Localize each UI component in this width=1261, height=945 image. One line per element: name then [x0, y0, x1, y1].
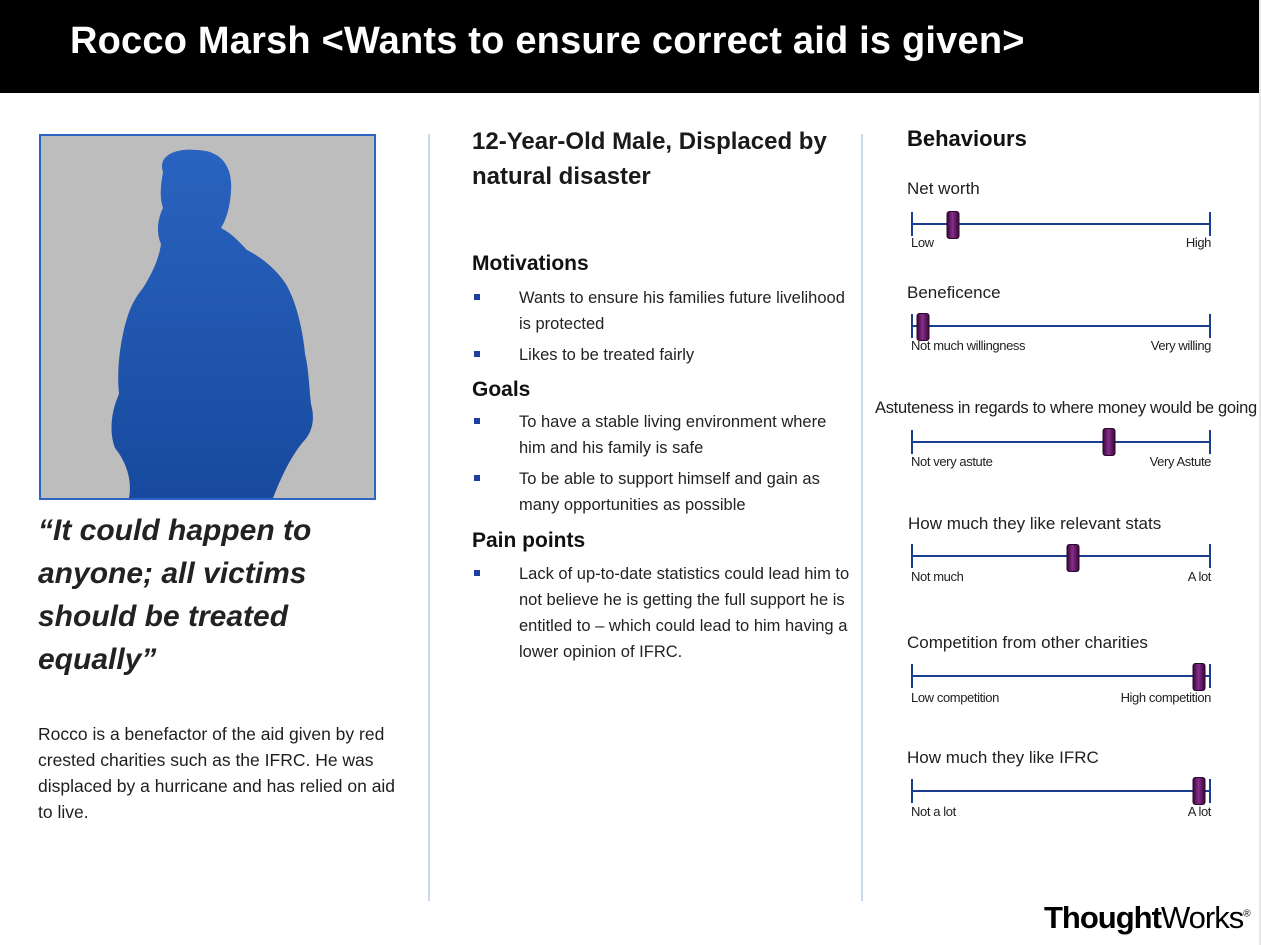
scale-track — [911, 441, 1211, 443]
column-divider-right — [861, 134, 863, 901]
persona-bio: Rocco is a benefactor of the aid given b… — [38, 724, 396, 822]
scale-track — [911, 675, 1211, 677]
scale-track — [911, 790, 1211, 792]
scale-tick-low — [911, 212, 913, 236]
scale-label: How much they like relevant stats — [908, 514, 1162, 533]
scale-label: Astuteness in regards to where money wou… — [875, 399, 1257, 417]
goal-text: To have a stable living environment wher… — [519, 413, 827, 457]
scale-label: Competition from other charities — [907, 633, 1148, 652]
scale-tick-high — [1209, 430, 1211, 454]
persona-quote: “It could happen to anyone; all victims … — [38, 514, 312, 676]
motivation-text: Wants to ensure his families future live… — [519, 289, 845, 333]
goal-text: To be able to support himself and gain a… — [519, 470, 820, 514]
scale-low-label: Not a lot — [911, 804, 956, 819]
goals-heading: Goals — [472, 378, 531, 401]
scale-track — [911, 223, 1211, 225]
bullet-square-icon — [474, 351, 480, 357]
scale-tick-high — [1209, 664, 1211, 688]
bullet-square-icon — [474, 475, 480, 481]
motivations-heading: Motivations — [472, 252, 589, 275]
scale-low-label: Not much willingness — [911, 338, 1026, 353]
scale-high-label: High competition — [1120, 690, 1212, 705]
scale-tick-high — [1209, 779, 1211, 803]
pain-points-heading: Pain points — [472, 529, 586, 552]
bullet-square-icon — [474, 294, 480, 300]
behaviour-scale-like-ifrc: How much they like IFRC Not a lot A lot — [907, 748, 1211, 819]
goals-list: To have a stable living environment wher… — [472, 409, 857, 523]
scale-tick-low — [911, 664, 913, 688]
scale-tick-low — [911, 779, 913, 803]
scale-high-label: A lot — [1187, 804, 1212, 819]
scale-marker — [1102, 428, 1116, 456]
scale-tick-low — [911, 544, 913, 568]
scale-high-label: Very Astute — [1149, 454, 1212, 469]
behaviour-scale-beneficence: Beneficence Not much willingness Very wi… — [907, 283, 1211, 353]
scale-high-label: High — [1185, 235, 1212, 250]
scale-track — [911, 325, 1211, 327]
behaviours-heading: Behaviours — [907, 126, 1027, 151]
scale-high-label: A lot — [1187, 569, 1212, 584]
thoughtworks-logo: ThoughtWorks® — [1044, 900, 1251, 935]
bullet-square-icon — [474, 570, 480, 576]
scale-tick-high — [1209, 314, 1211, 338]
list-item: Likes to be treated fairly — [472, 342, 857, 368]
scale-tick-high — [1209, 544, 1211, 568]
list-item: To be able to support himself and gain a… — [472, 466, 857, 518]
scale-marker — [1192, 663, 1206, 691]
scale-tick-low — [911, 430, 913, 454]
scale-low-label: Not much — [911, 569, 964, 584]
scale-marker — [916, 313, 930, 341]
list-item: Wants to ensure his families future live… — [472, 285, 857, 337]
behaviour-scale-astuteness: Astuteness in regards to where money wou… — [875, 399, 1257, 469]
behaviour-scale-net-worth: Net worth Low High — [907, 179, 1211, 250]
person-silhouette-icon — [111, 149, 313, 498]
column-divider-left — [428, 134, 430, 901]
scale-low-label: Low — [911, 235, 934, 250]
scale-label: Beneficence — [907, 283, 1001, 302]
bullet-square-icon — [474, 418, 480, 424]
scale-marker — [1066, 544, 1080, 572]
scale-marker — [1192, 777, 1206, 805]
behaviour-scale-relevant-stats: How much they like relevant stats Not mu… — [908, 514, 1211, 584]
pain-points-list: Lack of up-to-date statistics could lead… — [472, 561, 857, 670]
scale-high-label: Very willing — [1150, 338, 1212, 353]
persona-title: Rocco Marsh <Wants to ensure correct aid… — [70, 20, 1025, 62]
list-item: To have a stable living environment wher… — [472, 409, 857, 461]
scale-label: How much they like IFRC — [907, 748, 1099, 767]
scale-marker — [946, 211, 960, 239]
persona-photo — [39, 134, 376, 500]
motivation-text: Likes to be treated fairly — [519, 346, 695, 364]
scale-track — [911, 555, 1211, 557]
scale-low-label: Not very astute — [911, 454, 993, 469]
persona-subtitle: 12-Year-Old Male, Displaced by natural d… — [472, 128, 827, 190]
scale-tick-low — [911, 314, 913, 338]
scale-label: Net worth — [907, 179, 980, 198]
scale-low-label: Low competition — [911, 690, 999, 705]
pain-point-text: Lack of up-to-date statistics could lead… — [519, 565, 850, 661]
list-item: Lack of up-to-date statistics could lead… — [472, 561, 857, 665]
page-edge-divider — [1259, 0, 1261, 945]
behaviour-scale-competition: Competition from other charities Low com… — [907, 633, 1211, 705]
header-bar: Rocco Marsh <Wants to ensure correct aid… — [0, 0, 1259, 93]
scale-tick-high — [1209, 212, 1211, 236]
motivations-list: Wants to ensure his families future live… — [472, 285, 857, 373]
